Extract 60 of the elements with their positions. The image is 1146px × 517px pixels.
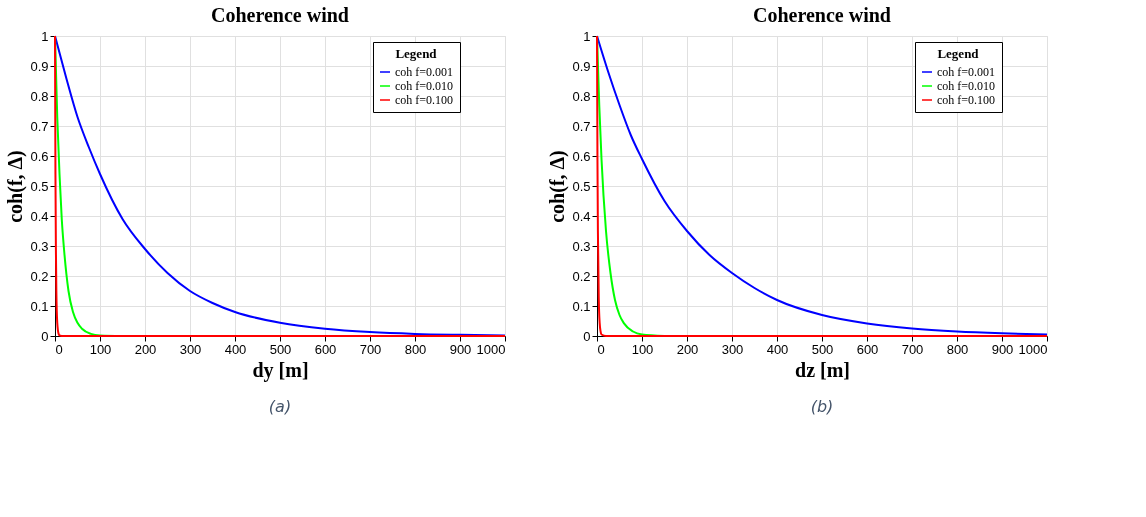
x-tick-label: 1000 [476,341,506,357]
y-tick-label: 0.1 [30,298,49,314]
y-tick-label: 0.7 [30,118,49,134]
y-tick-label: 0.1 [572,298,591,314]
y-axis-title: coh(f, Δ) [4,150,28,223]
legend-label: coh f=0.010 [395,79,454,93]
y-tick-label: 0.9 [30,58,49,74]
x-tick-label: 700 [359,341,382,357]
y-tick-label: 0.7 [572,118,591,134]
y-tick-label: 1 [583,28,591,44]
y-tick-label: 0 [583,328,591,344]
chart-title: Coherence wind [753,4,891,26]
x-tick-label: 600 [314,341,337,357]
y-tick-label: 0.4 [572,208,591,224]
x-tick-label: 300 [179,341,202,357]
y-tick-label: 0.6 [572,148,591,164]
x-tick-label: 0 [55,341,63,357]
x-tick-label: 600 [856,341,879,357]
y-tick-label: 0.4 [30,208,49,224]
legend-label: coh f=0.100 [395,93,454,107]
legend-label: coh f=0.001 [395,65,454,79]
x-tick-label: 500 [811,341,834,357]
y-axis-title: coh(f, Δ) [546,150,570,223]
y-tick-label: 0.5 [572,178,591,194]
x-tick-label: 400 [224,341,247,357]
x-tick-label: 200 [676,341,699,357]
x-tick-label: 100 [631,341,654,357]
x-tick-label: 800 [404,341,427,357]
y-tick-label: 1 [41,28,49,44]
y-tick-label: 0.9 [572,58,591,74]
y-tick-label: 0.3 [30,238,49,254]
y-tick-label: 0.6 [30,148,49,164]
x-tick-label: 500 [269,341,292,357]
y-tick-label: 0.8 [30,88,49,104]
x-tick-label: 400 [766,341,789,357]
y-tick-label: 0.8 [572,88,591,104]
x-tick-label: 1000 [1018,341,1048,357]
x-tick-label: 200 [134,341,157,357]
y-tick-label: 0.3 [572,238,591,254]
x-tick-label: 900 [991,341,1014,357]
y-tick-label: 0.2 [30,268,49,284]
legend-label: coh f=0.010 [937,79,996,93]
x-tick-label: 900 [449,341,472,357]
legend-title: Legend [937,46,980,61]
x-tick-label: 0 [597,341,605,357]
x-tick-label: 100 [89,341,112,357]
text: (b) [810,397,834,416]
y-tick-label: 0 [41,328,49,344]
chart-title: Coherence wind [211,4,349,26]
y-tick-label: 0.5 [30,178,49,194]
x-axis-title: dy [m] [252,358,309,382]
legend-label: coh f=0.100 [937,93,996,107]
x-tick-label: 300 [721,341,744,357]
legend-title: Legend [395,46,438,61]
y-tick-label: 0.2 [572,268,591,284]
legend-label: coh f=0.001 [937,65,996,79]
text: (a) [268,397,292,416]
x-tick-label: 700 [901,341,924,357]
x-tick-label: 800 [946,341,969,357]
x-axis-title: dz [m] [795,358,850,381]
